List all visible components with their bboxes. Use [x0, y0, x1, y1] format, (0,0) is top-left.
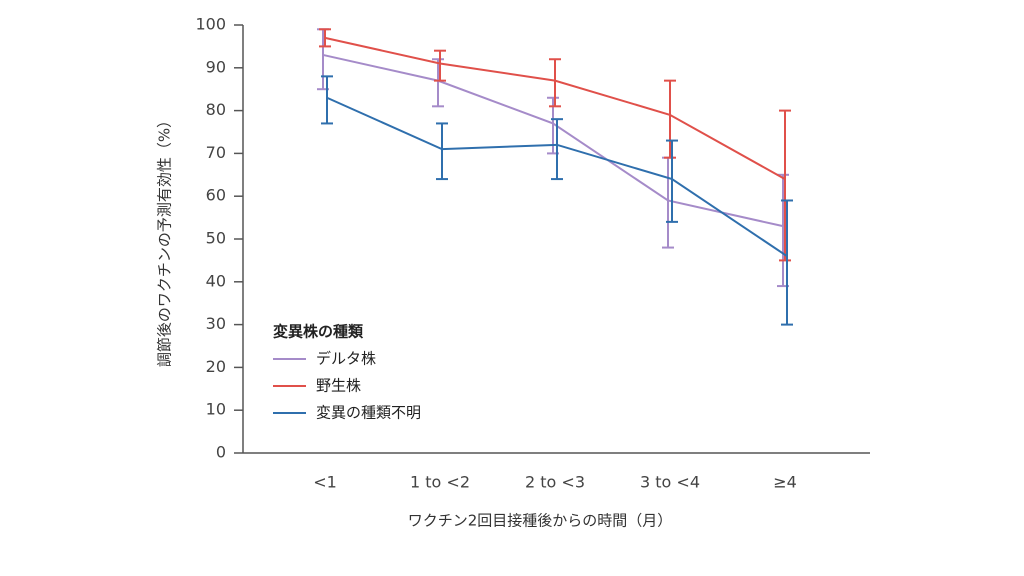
legend-title: 変異株の種類: [273, 323, 364, 341]
y-tick-label: 20: [206, 357, 226, 376]
legend-label: 変異の種類不明: [316, 404, 421, 422]
y-axis-label: 調節後のワクチンの予測有効性（%）: [156, 113, 174, 367]
y-tick-label: 40: [206, 271, 226, 290]
x-axis-label: ワクチン2回目接種後からの時間（月）: [408, 512, 673, 530]
x-tick-label: 3 to <4: [640, 473, 700, 492]
y-tick-label: 50: [206, 229, 226, 248]
series-line: [322, 53, 784, 228]
x-tick-label: <1: [313, 473, 337, 492]
legend-label: デルタ株: [316, 350, 376, 368]
series-line: [326, 96, 788, 257]
y-tick-label: 90: [206, 57, 226, 76]
legend-label: 野生株: [316, 377, 361, 395]
y-tick-label: 70: [206, 143, 226, 162]
series-line: [324, 36, 786, 180]
x-tick-label: 1 to <2: [410, 473, 470, 492]
y-tick-label: 80: [206, 100, 226, 119]
y-tick-label: 0: [216, 443, 226, 462]
x-tick-label: 2 to <3: [525, 473, 585, 492]
y-tick-label: 100: [195, 15, 226, 34]
y-tick-label: 60: [206, 186, 226, 205]
y-tick-label: 30: [206, 314, 226, 333]
x-tick-label: ≥4: [773, 473, 797, 492]
y-tick-label: 10: [206, 400, 226, 419]
